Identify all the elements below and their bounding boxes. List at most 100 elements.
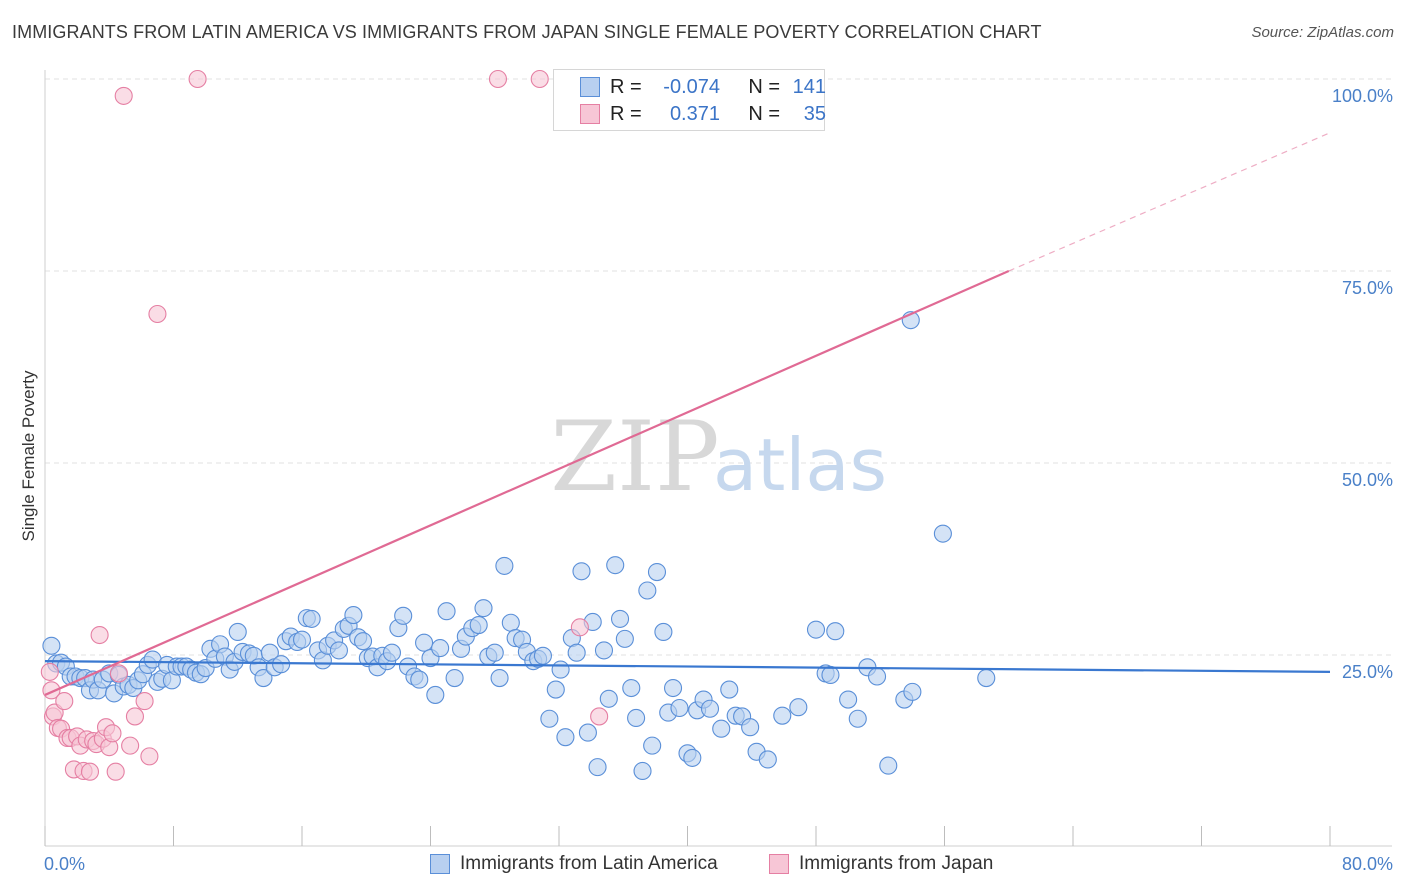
data-point-latin-america (382, 643, 402, 662)
series-latin-america-points (42, 311, 996, 781)
data-point-japan (488, 69, 508, 89)
data-point-latin-america (712, 719, 731, 738)
data-point-latin-america (410, 670, 429, 689)
data-point-latin-america (848, 709, 867, 728)
data-point-latin-america (633, 761, 652, 781)
data-point-japan (570, 618, 589, 637)
data-point-latin-america (773, 706, 792, 725)
data-point-latin-america (594, 641, 614, 660)
data-point-japan (530, 69, 549, 89)
data-point-latin-america (977, 668, 996, 688)
y-tick-label: 50.0% (1342, 470, 1393, 490)
data-point-latin-america (415, 633, 434, 652)
data-point-latin-america (826, 622, 845, 641)
data-point-latin-america (758, 750, 777, 769)
n-label: N = (748, 102, 780, 125)
data-point-japan (125, 707, 144, 726)
x-tick-label: 0.0% (44, 854, 85, 874)
data-point-latin-america (647, 563, 667, 582)
data-point-latin-america (670, 698, 689, 718)
legend-row-latin-america: R = -0.074 N = 141 (554, 74, 826, 100)
data-point-latin-america (903, 682, 922, 701)
series-japan-points (40, 69, 609, 781)
data-point-latin-america (551, 660, 570, 679)
data-point-japan (121, 736, 140, 755)
watermark-atlas: atlas (713, 423, 887, 507)
watermark-zip: ZIP (550, 401, 719, 513)
data-point-latin-america (426, 685, 445, 704)
data-point-latin-america (610, 609, 630, 628)
bottom-legend-swatch-blue (430, 854, 450, 874)
trend-lines (44, 132, 1331, 696)
data-point-latin-america (567, 643, 586, 662)
data-point-latin-america (578, 723, 597, 742)
r-label: R = (610, 75, 642, 98)
data-point-latin-america (431, 639, 450, 658)
data-point-japan (114, 86, 133, 105)
data-point-latin-america (42, 636, 61, 655)
data-point-latin-america (254, 668, 273, 688)
data-point-latin-america (302, 609, 321, 628)
data-point-japan (140, 747, 159, 766)
data-point-latin-america (615, 629, 634, 648)
data-point-latin-america (663, 678, 683, 698)
data-point-latin-america (490, 668, 509, 688)
n-value: 35 (803, 102, 826, 125)
x-tick-label: 80.0% (1342, 854, 1393, 874)
n-value: 141 (792, 75, 826, 98)
data-point-latin-america (879, 756, 898, 775)
r-label: R = (610, 102, 642, 125)
data-point-latin-america (556, 728, 575, 747)
data-point-latin-america (495, 556, 514, 575)
y-tick-label: 100.0% (1332, 86, 1393, 106)
data-point-latin-america (606, 556, 625, 575)
data-point-japan (590, 707, 609, 726)
data-point-japan (80, 762, 100, 781)
data-point-latin-america (572, 562, 591, 581)
legend-row-japan: R = 0.371 N = 35 (554, 101, 826, 127)
data-point-latin-america (720, 680, 739, 699)
data-point-japan (90, 625, 109, 645)
n-label: N = (748, 75, 780, 98)
data-point-latin-america (638, 581, 657, 600)
data-point-latin-america (437, 602, 456, 621)
data-point-latin-america (741, 718, 760, 737)
data-point-latin-america (344, 606, 363, 625)
bottom-legend-latin-america: Immigrants from Latin America (430, 852, 718, 876)
legend-swatch-pink (580, 104, 600, 124)
data-point-latin-america (445, 668, 464, 688)
grid-lines (45, 78, 1392, 656)
data-point-latin-america (683, 748, 702, 767)
stats-legend: R = -0.074 N = 141 R = 0.371 N = 35 (553, 69, 826, 131)
watermark: ZIP atlas (550, 401, 887, 513)
y-tick-label: 25.0% (1342, 662, 1393, 682)
data-point-japan (109, 664, 128, 683)
data-point-latin-america (821, 665, 840, 685)
y-axis-label: Single Female Poverty (19, 370, 38, 542)
data-point-latin-america (622, 678, 641, 698)
data-point-latin-america (292, 630, 312, 649)
trend-line-japan (44, 269, 1010, 696)
data-point-latin-america (789, 698, 808, 717)
data-point-japan (40, 662, 59, 681)
bottom-legend-swatch-pink (769, 854, 789, 874)
data-point-latin-america (839, 690, 858, 709)
trend-line-latin-america (44, 660, 1331, 673)
data-point-japan (55, 692, 74, 711)
data-point-japan (148, 304, 167, 324)
data-point-latin-america (469, 615, 488, 635)
data-point-latin-america (329, 641, 348, 660)
tick-labels: 25.0% 50.0% 75.0% 100.0% 0.0% 80.0% (44, 86, 1393, 874)
data-point-japan (103, 724, 122, 743)
data-point-japan (188, 69, 207, 89)
data-point-latin-america (627, 708, 646, 728)
data-point-latin-america (588, 758, 607, 777)
r-value: 0.371 (669, 102, 720, 125)
data-point-latin-america (394, 606, 413, 625)
data-point-latin-america (353, 632, 373, 651)
source-label: Source: ZipAtlas.com (1251, 24, 1394, 41)
r-value: -0.074 (663, 75, 720, 98)
data-point-japan (106, 762, 125, 781)
data-point-japan (135, 692, 154, 711)
